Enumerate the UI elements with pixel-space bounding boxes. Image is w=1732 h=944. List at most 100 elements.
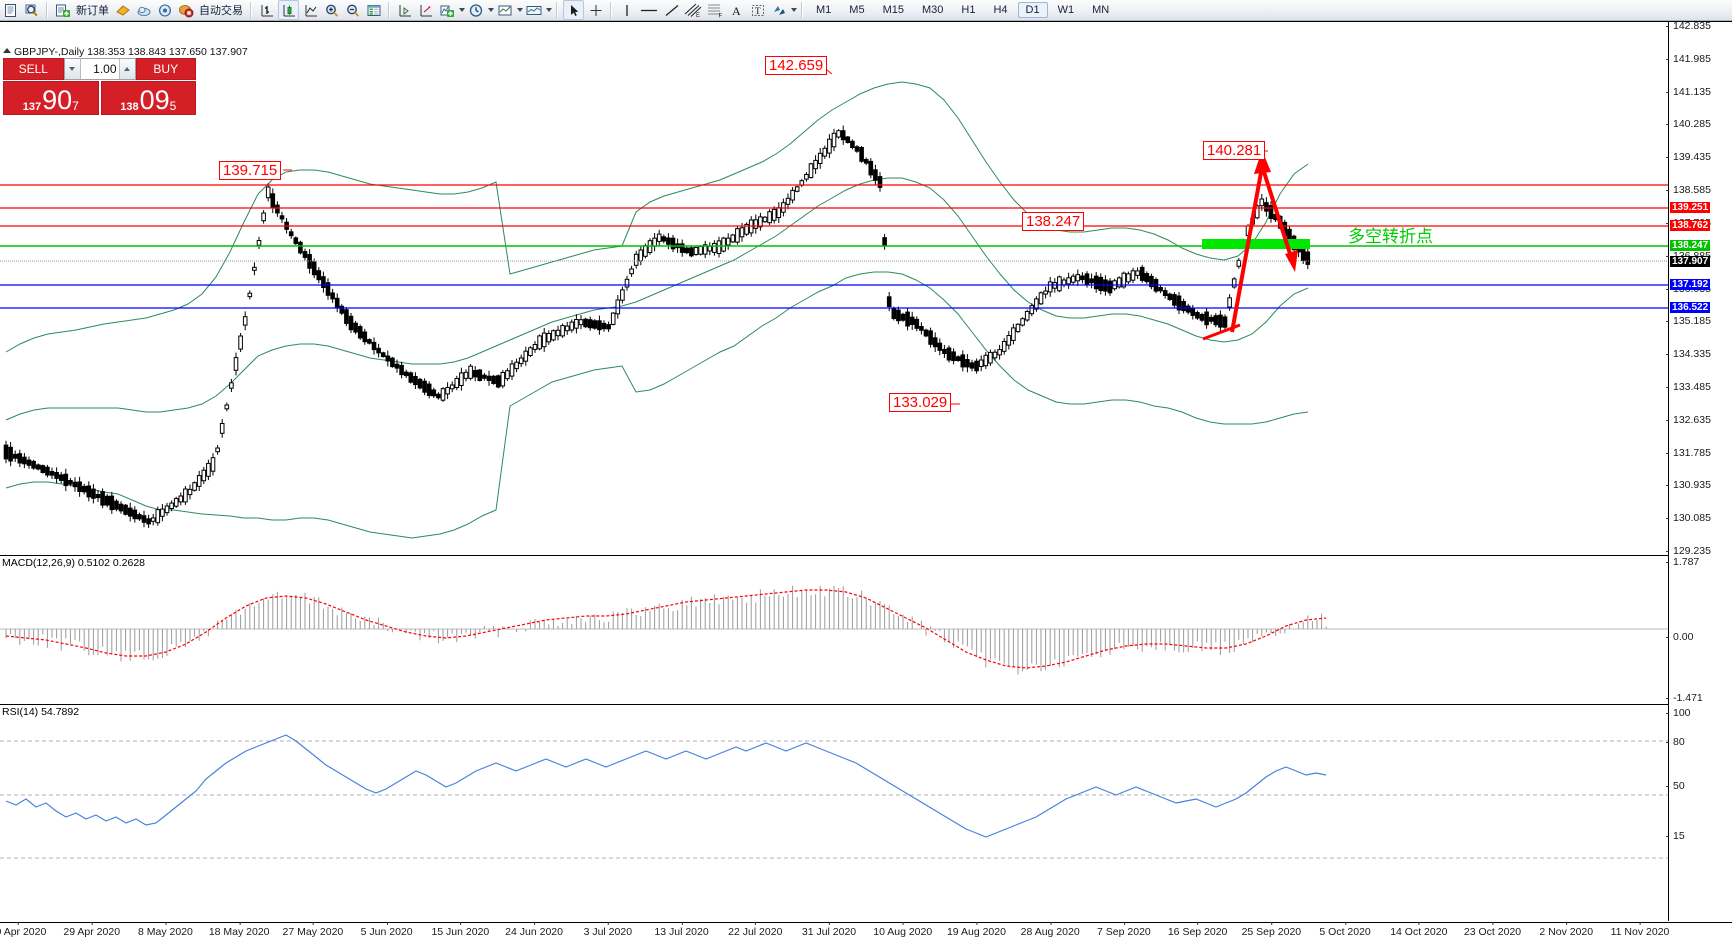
annotation-133-029[interactable]: 133.029 [889,393,952,412]
timeframe-m15[interactable]: M15 [882,4,904,16]
price-tag-137-192[interactable]: 137.192 [1670,279,1711,290]
new-order-icon[interactable] [53,1,72,19]
candle-body [1204,311,1209,326]
price-pane[interactable] [0,22,1668,556]
buy-button[interactable]: BUY [135,58,196,80]
timeframe-m1[interactable]: M1 [816,4,832,16]
auto-scroll-icon[interactable] [416,1,435,19]
candle-body [1038,292,1044,305]
autotrading-label[interactable]: 自动交易 [199,5,243,17]
price-tag-136-522[interactable]: 136.522 [1670,302,1711,313]
candle-body [1135,270,1140,276]
macd-pane[interactable]: MACD(12,26,9) 0.5102 0.2628 [0,556,1668,705]
candle-body [1061,279,1067,286]
timeframe-group[interactable]: M1 M5 M15 M30 H1 H4 D1 W1 MN [807,2,1118,18]
date-tick: 8 May 2020 [138,922,193,938]
sell-price-display[interactable]: 137 90 7 [3,81,99,115]
volume-increment-button[interactable] [118,59,135,79]
timeframe-m30[interactable]: M30 [921,4,944,16]
line-chart-icon[interactable] [301,1,320,19]
zoom-in-icon[interactable] [322,1,341,19]
annotation-139-715[interactable]: 139.715 [219,161,282,180]
text-label-icon[interactable]: T [748,1,767,19]
symbol-header-text: GBPJPY-,Daily 138.353 138.843 137.650 13… [14,46,248,58]
crosshair-icon[interactable] [586,1,605,19]
bar-chart-icon[interactable] [257,1,276,19]
annotation-138-247[interactable]: 138.247 [1022,212,1085,231]
chart-window[interactable]: MACD(12,26,9) 0.5102 0.2628 RSI(14) 54.7… [0,20,1732,944]
date-tick: 13 Jul 2020 [654,922,709,938]
candle-body [730,234,736,243]
trendline-icon[interactable] [662,1,681,19]
timeframe-w1[interactable]: W1 [1057,4,1075,16]
add-indicator-icon[interactable] [437,1,456,19]
candle-body [463,371,469,379]
expert-advisor-icon[interactable] [113,1,132,19]
chevron-down-icon[interactable] [459,8,465,12]
expand-arrow-icon[interactable] [3,48,11,53]
templates-icon[interactable] [495,1,514,19]
candle-body [946,347,952,361]
cloud-icon[interactable] [134,1,153,19]
new-order-label[interactable]: 新订单 [76,5,109,17]
horizontal-line-icon[interactable] [638,1,660,19]
price-tag-137-907[interactable]: 137.907 [1670,256,1711,267]
price-tick: 142.835 [1666,20,1711,32]
main-toolbar[interactable]: 新订单 自动交易 [0,0,1732,21]
volume-decrement-button[interactable] [64,59,81,79]
chevron-down-icon[interactable] [488,8,494,12]
price-tag-139-251[interactable]: 139.251 [1670,202,1711,213]
annotation-140-281[interactable]: 140.281 [1203,141,1266,160]
cursor-icon[interactable] [563,0,584,20]
indicator-list-icon[interactable] [524,1,543,19]
sell-button[interactable]: SELL [3,58,64,80]
candle-body [238,335,243,350]
candle-body [224,404,230,410]
chevron-down-icon[interactable] [517,8,523,12]
buy-price-display[interactable]: 138 09 5 [100,81,196,115]
volume-stepper[interactable] [63,58,136,80]
chevron-down-icon[interactable] [791,8,797,12]
price-tag-138-247[interactable]: 138.247 [1670,240,1711,251]
candle-body [344,309,349,324]
toolbar-separator [250,2,252,18]
candlestick-chart-icon[interactable] [278,0,299,20]
chevron-up-icon [124,67,130,71]
price-tag-138-762[interactable]: 138.762 [1670,220,1711,231]
volume-input[interactable] [80,59,119,79]
candle-body [160,508,165,517]
candle-body [81,485,87,493]
candle-body [601,322,607,330]
chevron-down-icon[interactable] [546,8,552,12]
candle-body [794,186,800,192]
rsi-pane[interactable]: RSI(14) 54.7892 [0,705,1668,874]
candle-body [104,495,110,506]
candle-body [413,376,418,386]
price-axis[interactable]: 142.835 141.985 141.135 140.285 139.435 138.5… [1665,20,1732,921]
chart-plot-area[interactable]: MACD(12,26,9) 0.5102 0.2628 RSI(14) 54.7… [0,22,1668,921]
text-tool-icon[interactable]: A [727,1,746,19]
zoom-out-icon[interactable] [343,1,362,19]
timeframe-h1[interactable]: H1 [961,4,976,16]
new-window-icon[interactable] [1,1,20,19]
timeframe-d1[interactable]: D1 [1017,2,1048,18]
arrows-icon[interactable] [769,1,788,19]
fibonacci-icon[interactable]: F [705,1,725,19]
toolbar-separator [388,2,390,18]
timeframe-m5[interactable]: M5 [849,4,865,16]
annotation-142-659[interactable]: 142.659 [765,56,828,75]
zoom-region-icon[interactable] [22,1,41,19]
candle-body [845,136,851,143]
timeframe-h4[interactable]: H4 [993,4,1008,16]
timeframe-mn[interactable]: MN [1092,4,1110,16]
candle-body [666,237,671,245]
vertical-line-icon[interactable] [617,1,636,19]
date-axis[interactable]: 20 Apr 2020 29 Apr 2020 8 May 2020 18 May 2… [0,922,1732,944]
period-clock-icon[interactable] [466,1,485,19]
data-window-icon[interactable] [364,1,383,19]
autotrading-icon[interactable] [176,1,195,19]
equidistant-channel-icon[interactable]: E [683,1,703,19]
signal-icon[interactable] [155,1,174,19]
chart-shift-icon[interactable] [395,1,414,19]
